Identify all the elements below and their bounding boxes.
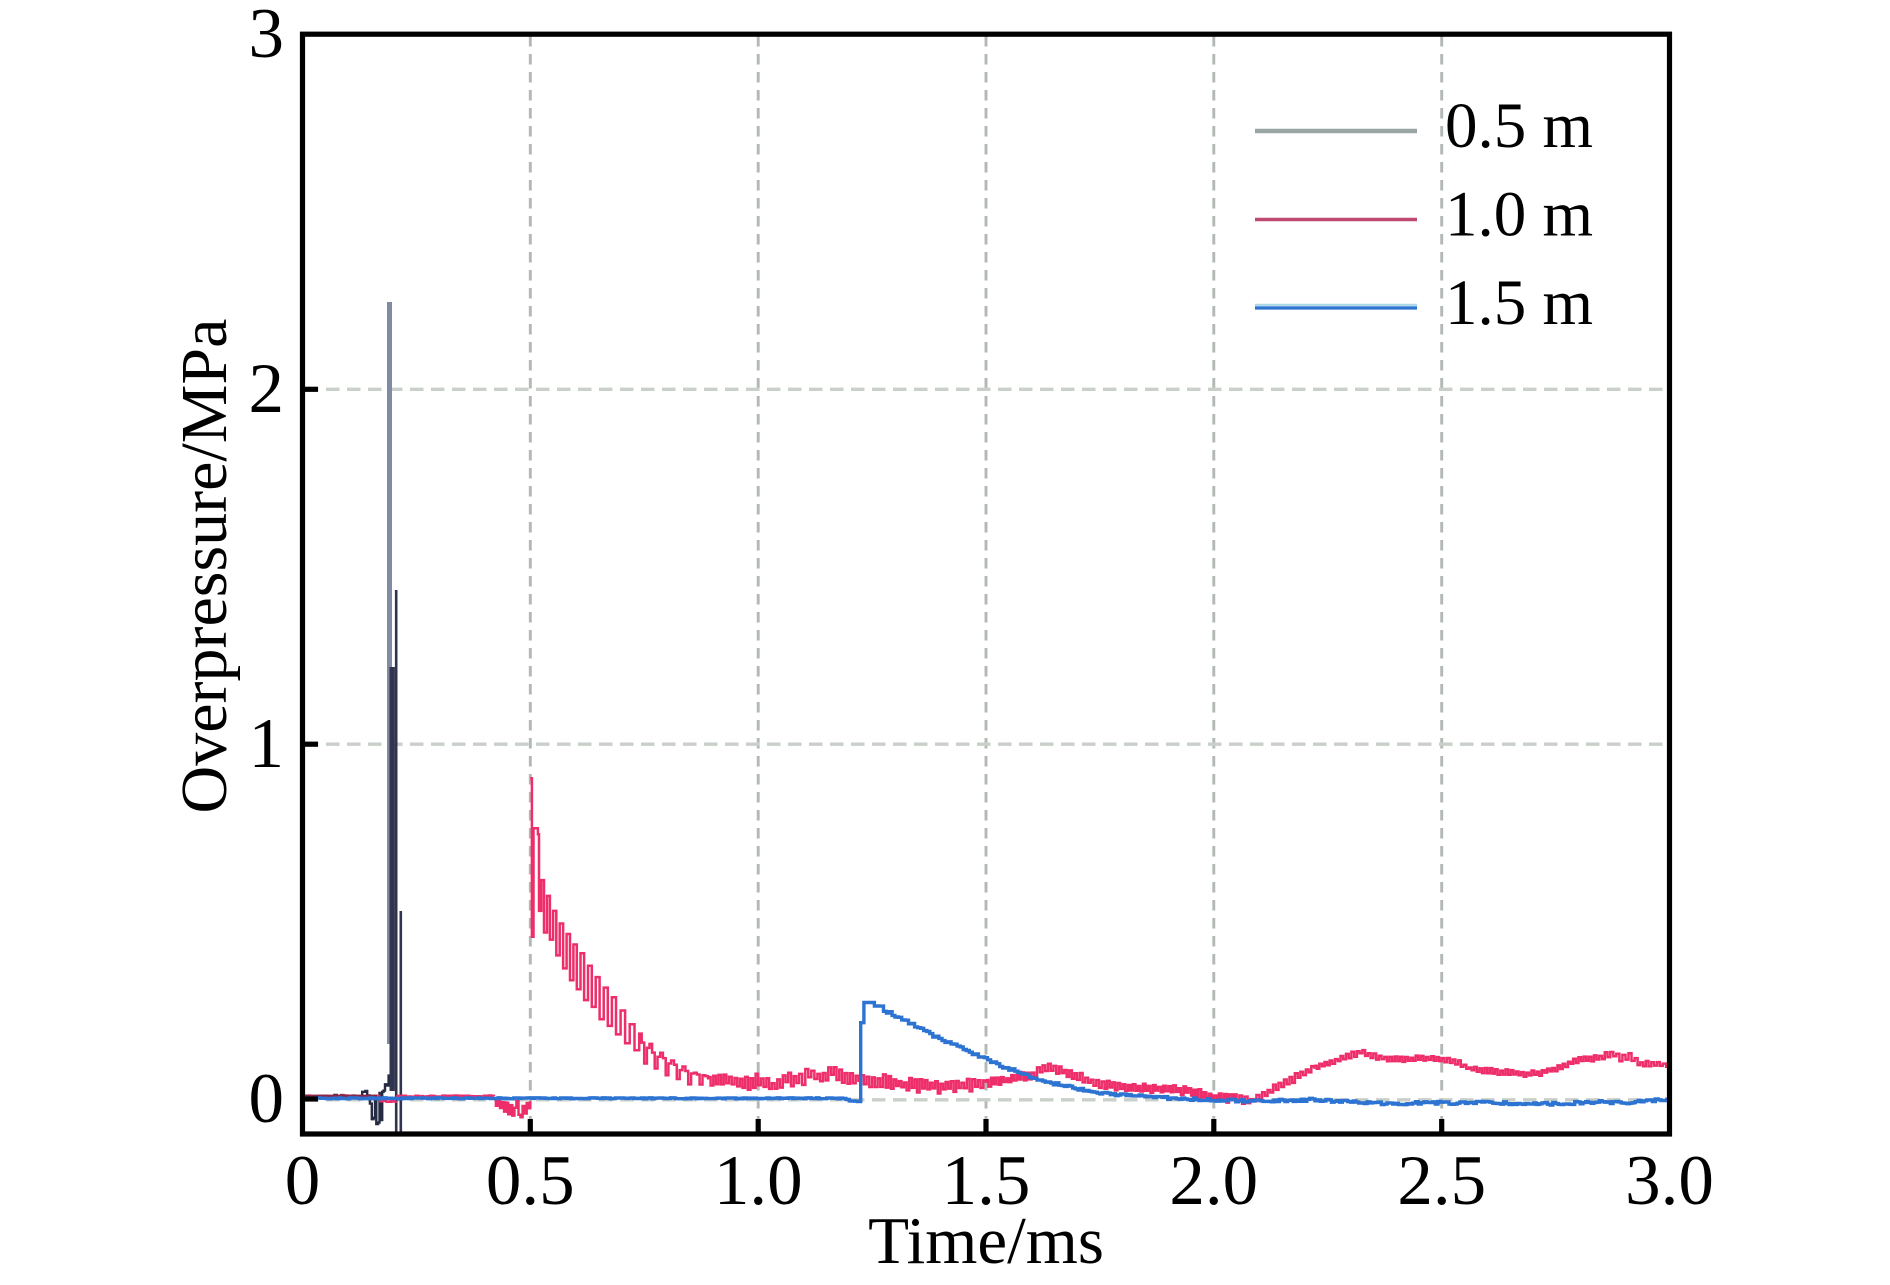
svg-text:3: 3 — [249, 0, 285, 73]
svg-text:2.0: 2.0 — [1169, 1142, 1258, 1220]
svg-text:1.5 m: 1.5 m — [1445, 267, 1593, 339]
svg-text:1.0 m: 1.0 m — [1445, 179, 1593, 251]
svg-text:3.0: 3.0 — [1625, 1142, 1714, 1220]
svg-text:2.5: 2.5 — [1397, 1142, 1486, 1220]
svg-text:0: 0 — [285, 1142, 321, 1220]
svg-text:1: 1 — [249, 705, 285, 783]
svg-text:Overpressure/MPa: Overpressure/MPa — [168, 319, 241, 814]
svg-text:1.5: 1.5 — [942, 1142, 1031, 1220]
svg-text:Time/ms: Time/ms — [868, 1204, 1104, 1278]
svg-text:1.0: 1.0 — [714, 1142, 803, 1220]
svg-text:2: 2 — [249, 350, 285, 428]
svg-text:0: 0 — [249, 1060, 285, 1138]
svg-text:0.5: 0.5 — [486, 1142, 575, 1220]
svg-text:0.5 m: 0.5 m — [1445, 90, 1593, 162]
